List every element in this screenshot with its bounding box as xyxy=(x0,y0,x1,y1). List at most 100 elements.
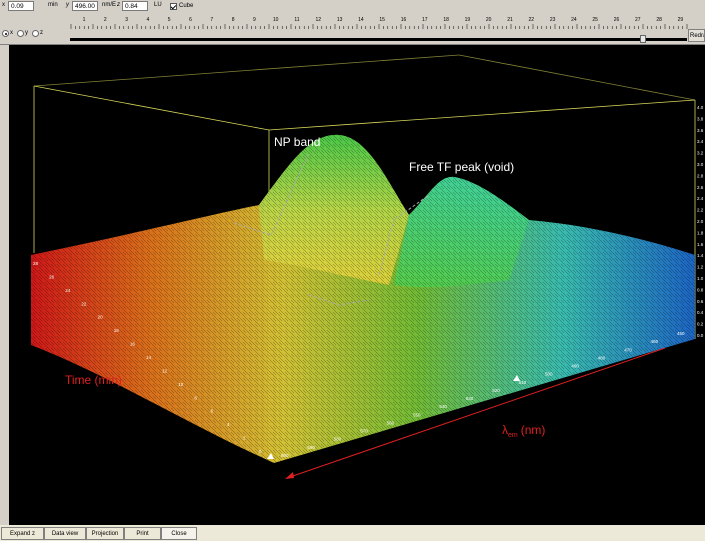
z-tick-label: 1.8 xyxy=(697,230,704,235)
ruler-number: 11 xyxy=(294,17,300,23)
time-tick-label: 8 xyxy=(194,395,197,400)
z-tick-label: 2.6 xyxy=(697,185,704,190)
bottom-tab-bar: Expand z Data view Projection Print Clos… xyxy=(0,525,705,541)
wavelength-tick-label: 590 xyxy=(307,445,315,450)
ruler-number: 12 xyxy=(315,17,322,23)
time-tick-label: 10 xyxy=(178,382,184,387)
ruler-number: 18 xyxy=(443,17,449,23)
ruler-number: 8 xyxy=(231,17,235,23)
free-tf-peak-label: Free TF peak (void) xyxy=(409,160,514,174)
ruler-number: 29 xyxy=(677,17,684,23)
tab-projection[interactable]: Projection xyxy=(86,527,124,540)
radio-z[interactable] xyxy=(32,30,39,37)
ruler-number: 28 xyxy=(656,17,662,23)
tab-data-view[interactable]: Data view xyxy=(44,527,86,540)
wavelength-axis-ticks: 600 590 580 570 560 550 540 530 520 510 500 490 480 4… xyxy=(281,331,685,458)
toolbar: x 0.09 min y 496.00 nm/E z 0.84 LU Cube … xyxy=(0,0,705,45)
ruler-number: 14 xyxy=(358,17,364,23)
time-tick-label: 18 xyxy=(114,328,120,333)
ruler-number: 25 xyxy=(592,17,598,23)
z-tick-label: 0.2 xyxy=(697,322,704,327)
cube-label: Cube xyxy=(179,3,194,9)
z-tick-label: 2.2 xyxy=(697,208,704,213)
time-tick-label: 22 xyxy=(81,301,87,306)
ruler-number: 22 xyxy=(528,17,535,23)
x-value-field[interactable]: 0.09 xyxy=(8,1,34,11)
z-tick-label: 0.4 xyxy=(697,310,704,315)
position-ruler-numbers: 1 2 3 4 5 6 7 8 9 10 11 12 13 14 15 16 17 18 19 20 21 22 23 24 2… xyxy=(70,17,692,27)
z-tick-label: 1.0 xyxy=(697,276,704,281)
wavelength-tick-label: 490 xyxy=(571,364,579,369)
wavelength-tick-label: 520 xyxy=(492,388,500,393)
radio-x[interactable] xyxy=(2,30,9,37)
time-tick-label: 26 xyxy=(49,274,55,279)
wavelength-tick-label: 470 xyxy=(624,347,632,352)
redraw-button[interactable]: Redra xyxy=(688,29,705,42)
tab-print[interactable]: Print xyxy=(124,527,161,540)
z-tick-label: 2.8 xyxy=(697,173,704,178)
wavelength-tick-label: 600 xyxy=(281,453,289,458)
np-band-label: NP band xyxy=(274,135,320,149)
z-tick-label: 3.0 xyxy=(697,162,704,167)
ruler-number: 7 xyxy=(210,17,214,23)
ruler-number: 27 xyxy=(635,17,641,23)
time-tick-label: 4 xyxy=(227,422,230,427)
y-unit-label: nm/E xyxy=(102,2,117,8)
ruler-number: 9 xyxy=(253,17,256,23)
x-label: x xyxy=(2,2,5,8)
radio-z-label: z xyxy=(40,30,43,36)
wavelength-tick-label: 560 xyxy=(387,421,395,426)
ruler-number: 20 xyxy=(485,17,492,23)
ruler-number: 23 xyxy=(549,17,556,23)
time-tick-label: 20 xyxy=(98,315,104,320)
position-slider-thumb[interactable] xyxy=(640,35,646,43)
ruler-number: 26 xyxy=(613,17,620,23)
z-tick-label: 3.6 xyxy=(697,128,704,133)
cube-checkbox[interactable] xyxy=(170,3,177,10)
x-unit-label: min xyxy=(48,2,58,8)
z-value-field[interactable]: 0.84 xyxy=(122,1,148,11)
ruler-number: 6 xyxy=(189,17,192,23)
z-tick-label: 0.0 xyxy=(697,333,704,338)
z-axis-ticks: 4.0 3.8 3.6 3.4 3.2 3.0 2.8 2.6 2.4 2.2 2.0 1.8 1.6 1… xyxy=(697,105,704,338)
radio-y[interactable] xyxy=(17,30,24,37)
tab-expand-z[interactable]: Expand z xyxy=(1,527,44,540)
position-ruler-ticks xyxy=(70,24,688,29)
wavelength-tick-label: 540 xyxy=(439,404,447,409)
time-tick-label: 14 xyxy=(146,355,152,360)
radio-y-label: y xyxy=(25,30,28,36)
time-tick-label: 28 xyxy=(33,261,39,266)
z-tick-label: 2.4 xyxy=(697,196,704,201)
radio-x-label: x xyxy=(10,30,13,36)
ruler-number: 19 xyxy=(464,17,471,23)
wavelength-axis-label: λem (nm) xyxy=(502,423,545,439)
surface-plot[interactable]: 28 26 24 22 20 18 16 14 12 10 8 6 4 2 0 600 590 580 570 56… xyxy=(9,45,705,525)
ruler-number: 17 xyxy=(422,17,428,23)
z-tick-label: 0.6 xyxy=(697,299,704,304)
z-tick-label: 2.0 xyxy=(697,219,704,224)
tab-close[interactable]: Close xyxy=(161,527,197,540)
time-tick-label: 0 xyxy=(259,449,262,454)
wavelength-arrow-line xyxy=(286,347,666,479)
time-axis-label: Time (min) xyxy=(65,373,122,387)
position-slider-track[interactable] xyxy=(70,38,687,41)
time-marker-icon xyxy=(267,453,274,459)
z-label: z xyxy=(117,2,120,8)
y-label: y xyxy=(66,2,69,8)
time-tick-label: 6 xyxy=(211,409,214,414)
z-tick-label: 3.2 xyxy=(697,151,704,156)
ruler-number: 15 xyxy=(379,17,385,23)
z-tick-label: 3.8 xyxy=(697,116,704,121)
time-tick-label: 16 xyxy=(130,342,136,347)
ruler-number: 3 xyxy=(125,17,128,23)
wavelength-tick-label: 450 xyxy=(677,331,685,336)
ruler-number: 16 xyxy=(400,17,407,23)
z-unit-label: LU xyxy=(154,2,162,8)
z-tick-label: 1.6 xyxy=(697,242,704,247)
ruler-number: 10 xyxy=(272,17,279,23)
z-tick-label: 3.4 xyxy=(697,139,704,144)
y-value-field[interactable]: 496.00 xyxy=(72,1,98,11)
wavelength-tick-label: 550 xyxy=(413,412,421,417)
